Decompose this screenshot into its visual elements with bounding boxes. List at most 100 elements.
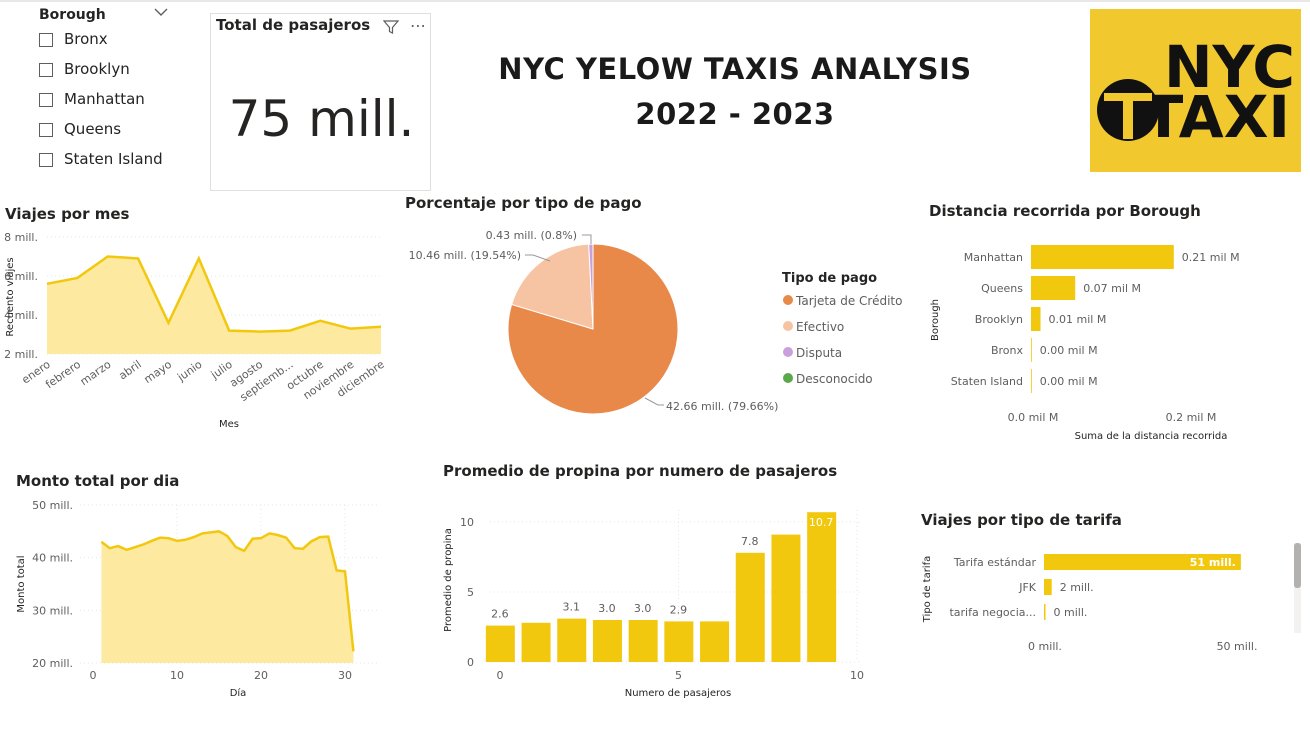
y-tick-label: 40 mill. [32, 552, 73, 565]
distance-by-borough-chart: Manhattan 0.21 mil M Queens 0.07 mil M Brook… [930, 245, 1240, 442]
y-tick-label: 30 mill. [32, 604, 73, 617]
pie-slice [511, 243, 594, 330]
bar [557, 618, 587, 662]
x-tick-label: 0.2 mil M [1166, 411, 1217, 424]
x-tick-label: marzo [78, 358, 114, 389]
legend-item: Disputa [796, 346, 842, 360]
y-tick-label: 6 mill. [4, 270, 38, 283]
slicer-item-label[interactable]: Bronx [64, 30, 108, 48]
checkbox-bronx[interactable] [39, 33, 53, 47]
x-axis-label: Numero de pasajeros [625, 688, 732, 699]
legend-marker [783, 321, 793, 331]
total-passengers-card: Total de pasajeros ⋯ 75 mill. [210, 13, 431, 191]
x-axis-label: Día [230, 687, 247, 699]
x-tick-label: 0.0 mil M [1008, 411, 1059, 424]
y-axis-label: Tipo de tarifa [922, 556, 933, 624]
y-axis-label: Monto total [16, 555, 27, 612]
category-label: Tarifa estándar [953, 556, 1037, 569]
bar [485, 625, 515, 662]
bar [1031, 245, 1174, 269]
x-tick-label: 10 [170, 669, 184, 682]
x-tick-label: 50 mill. [1217, 640, 1258, 653]
x-tick-label: febrero [43, 358, 83, 392]
top-border [0, 0, 1310, 2]
checkbox-queens[interactable] [39, 123, 53, 137]
x-tick-label: 10 [850, 669, 864, 682]
y-axis-label: Recuento viajes [5, 257, 16, 336]
pie-slice [588, 243, 594, 330]
monthly-chart-title: Viajes por mes [5, 205, 130, 223]
more-options-icon[interactable]: ⋯ [410, 16, 426, 35]
value-label: 0.07 mil M [1083, 282, 1141, 295]
category-label: JFK [1018, 581, 1037, 594]
value-label: 0.21 mil M [1182, 251, 1240, 264]
legend-marker [783, 347, 793, 357]
category-label: tarifa negocia... [949, 606, 1036, 619]
value-label: 51 mill. [1190, 556, 1236, 569]
checkbox-staten-island[interactable] [39, 153, 53, 167]
bar [735, 552, 765, 662]
fare-chart-scrollbar-thumb[interactable] [1294, 543, 1301, 588]
y-tick-label: 4 mill. [4, 309, 38, 322]
legend-item: Desconocido [796, 372, 873, 386]
trips-by-fare-chart: Tarifa estándar 51 mill. JFK 2 mill. tarifa … [922, 554, 1258, 653]
y-axis-label: Borough [930, 299, 941, 341]
slicer-item-label[interactable]: Brooklyn [64, 60, 130, 78]
data-label: 2.9 [670, 603, 688, 616]
x-tick-label: abril [116, 358, 143, 383]
leader-line [582, 234, 592, 244]
area-fill [47, 256, 381, 354]
y-tick-label: 20 mill. [32, 657, 73, 670]
bar [1044, 604, 1046, 620]
leader-line [525, 254, 551, 262]
bar [807, 512, 837, 662]
checkbox-brooklyn[interactable] [39, 63, 53, 77]
svg-text:NYC: NYC [1164, 33, 1295, 101]
daily-chart-title: Monto total por dia [16, 472, 180, 490]
filter-icon[interactable] [383, 19, 399, 35]
payment-pie-chart: 42.66 mill. (79.66%) 10.46 mill. (19.54%)… [409, 229, 902, 415]
bar [1031, 338, 1032, 362]
svg-text:TAXI: TAXI [1144, 83, 1290, 151]
area-fill [101, 531, 354, 663]
bar [1044, 579, 1052, 595]
legend-marker [783, 295, 793, 305]
data-label: 3.0 [598, 602, 616, 615]
bar [771, 534, 801, 662]
slicer-title: Borough [39, 7, 106, 23]
y-tick-label: 10 [460, 516, 474, 529]
category-label: Bronx [991, 344, 1024, 357]
slicer-item-label[interactable]: Queens [64, 120, 122, 138]
distance-chart-title: Distancia recorrida por Borough [929, 202, 1201, 220]
bar [1031, 276, 1076, 300]
nyc-taxi-logo-graphic: NYC TAXI [1097, 33, 1295, 151]
page-title: NYC YELOW TAXIS ANALYSIS [498, 52, 972, 86]
slicer-item-label[interactable]: Staten Island [64, 150, 163, 168]
x-tick-label: 0 [90, 669, 97, 682]
payment-chart-title: Porcentaje por tipo de pago [405, 194, 642, 212]
fare-chart-scrollbar-track[interactable] [1294, 543, 1301, 633]
value-label: 0.00 mil M [1040, 344, 1098, 357]
checkbox-manhattan[interactable] [39, 93, 53, 107]
x-tick-label: mayo [142, 358, 175, 386]
category-label: Queens [981, 282, 1023, 295]
legend-marker [783, 373, 793, 383]
pie-label: 10.46 mill. (19.54%) [409, 249, 521, 262]
monthly-trips-chart: 8 mill.6 mill.4 mill.2 mill.enerofebrero… [4, 231, 387, 430]
card-title: Total de pasajeros [216, 16, 371, 34]
bar [1044, 554, 1241, 570]
x-tick-label: 0 mill. [1028, 640, 1062, 653]
bar [1031, 369, 1032, 393]
y-tick-label: 0 [467, 656, 474, 669]
card-value: 75 mill. [228, 90, 415, 148]
series-line [46, 255, 382, 333]
chevron-down-icon[interactable] [154, 7, 168, 17]
value-label: 0 mill. [1054, 606, 1088, 619]
bar [664, 621, 694, 662]
data-label: 2.6 [491, 608, 509, 621]
category-label: Staten Island [951, 375, 1023, 388]
x-axis-label: Suma de la distancia recorrida [1075, 431, 1228, 442]
slicer-item-label[interactable]: Manhattan [64, 90, 145, 108]
value-label: 0.00 mil M [1040, 375, 1098, 388]
page-subtitle: 2022 - 2023 [635, 97, 835, 131]
